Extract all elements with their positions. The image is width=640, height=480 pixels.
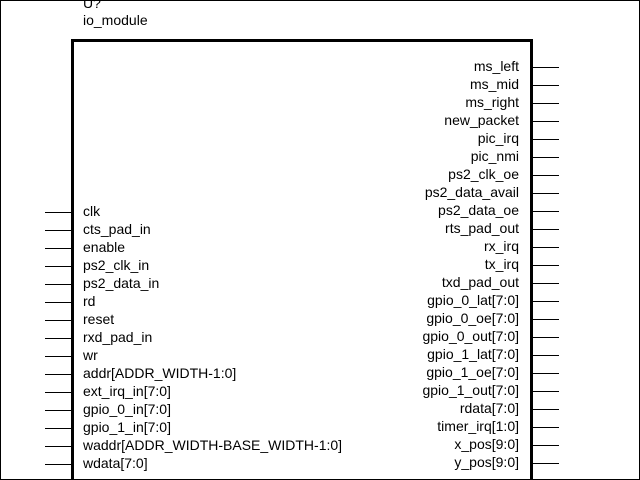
output-pin-line[interactable]: [533, 319, 559, 320]
output-pin-label: ms_right: [465, 94, 519, 110]
output-pin-label: pic_irq: [477, 130, 519, 146]
output-pin-label: new_packet: [444, 112, 519, 128]
input-pin-line[interactable]: [45, 284, 71, 285]
input-pin-line[interactable]: [45, 248, 71, 249]
output-pin-line[interactable]: [533, 391, 559, 392]
input-pin-label: gpio_1_in[7:0]: [83, 419, 171, 435]
output-pin-label: tx_irq: [484, 256, 519, 272]
input-pin-label: ps2_data_in: [83, 275, 160, 291]
output-pin-label: ps2_data_oe: [438, 202, 519, 218]
output-pin-line[interactable]: [533, 67, 559, 68]
input-pin-line[interactable]: [45, 230, 71, 231]
output-pin-line[interactable]: [533, 373, 559, 374]
output-pin-line[interactable]: [533, 175, 559, 176]
output-pin-label: timer_irq[1:0]: [437, 418, 519, 434]
input-pin-label: cts_pad_in: [83, 221, 151, 237]
output-pin-line[interactable]: [533, 283, 559, 284]
output-pin-line[interactable]: [533, 355, 559, 356]
output-pin-line[interactable]: [533, 427, 559, 428]
output-pin-line[interactable]: [533, 103, 559, 104]
input-pin-line[interactable]: [45, 212, 71, 213]
input-pin-label: gpio_0_in[7:0]: [83, 401, 171, 417]
output-pin-line[interactable]: [533, 409, 559, 410]
output-pin-label: rdata[7:0]: [459, 400, 519, 416]
output-pin-label: pic_nmi: [470, 148, 519, 164]
input-pin-label: ps2_clk_in: [83, 257, 150, 273]
output-pin-label: rts_pad_out: [445, 220, 519, 236]
output-pin-label: txd_pad_out: [441, 274, 519, 290]
input-pin-label: wdata[7:0]: [83, 455, 148, 471]
input-pin-line[interactable]: [45, 392, 71, 393]
input-pin-line[interactable]: [45, 410, 71, 411]
output-pin-line[interactable]: [533, 301, 559, 302]
input-pin-line[interactable]: [45, 464, 71, 465]
output-pin-label: y_pos[9:0]: [454, 454, 519, 470]
output-pin-line[interactable]: [533, 121, 559, 122]
input-pin-line[interactable]: [45, 428, 71, 429]
output-pin-line[interactable]: [533, 139, 559, 140]
reference-designator: U?: [83, 0, 101, 11]
input-pin-line[interactable]: [45, 338, 71, 339]
output-pin-label: gpio_0_lat[7:0]: [427, 292, 519, 308]
input-pin-line[interactable]: [45, 266, 71, 267]
input-pin-line[interactable]: [45, 302, 71, 303]
output-pin-line[interactable]: [533, 265, 559, 266]
output-pin-label: gpio_1_oe[7:0]: [426, 364, 519, 380]
output-pin-label: ms_left: [473, 58, 519, 74]
input-pin-label: rxd_pad_in: [83, 329, 153, 345]
output-pin-line[interactable]: [533, 337, 559, 338]
input-pin-label: addr[ADDR_WIDTH-1:0]: [83, 365, 237, 381]
output-pin-line[interactable]: [533, 193, 559, 194]
output-pin-line[interactable]: [533, 157, 559, 158]
input-pin-label: waddr[ADDR_WIDTH-BASE_WIDTH-1:0]: [83, 437, 343, 453]
input-pin-label: wr: [83, 347, 98, 363]
input-pin-line[interactable]: [45, 374, 71, 375]
output-pin-line[interactable]: [533, 463, 559, 464]
output-pin-label: gpio_1_out[7:0]: [422, 382, 519, 398]
module-name: io_module: [83, 12, 148, 28]
output-pin-line[interactable]: [533, 247, 559, 248]
output-pin-label: ps2_data_avail: [424, 184, 519, 200]
output-pin-line[interactable]: [533, 211, 559, 212]
input-pin-label: ext_irq_in[7:0]: [83, 383, 171, 399]
output-pin-line[interactable]: [533, 85, 559, 86]
output-pin-label: x_pos[9:0]: [454, 436, 519, 452]
input-pin-line[interactable]: [45, 320, 71, 321]
input-pin-label: enable: [83, 239, 126, 255]
output-pin-label: gpio_1_lat[7:0]: [427, 346, 519, 362]
input-pin-label: clk: [83, 203, 101, 219]
input-pin-label: reset: [83, 311, 115, 327]
output-pin-label: gpio_0_out[7:0]: [422, 328, 519, 344]
output-pin-label: ms_mid: [469, 76, 519, 92]
input-pin-label: rd: [83, 293, 96, 309]
output-pin-label: rx_irq: [483, 238, 519, 254]
module-block[interactable]: [71, 39, 533, 479]
output-pin-line[interactable]: [533, 445, 559, 446]
output-pin-line[interactable]: [533, 229, 559, 230]
output-pin-label: ps2_clk_oe: [448, 166, 519, 182]
input-pin-line[interactable]: [45, 356, 71, 357]
input-pin-line[interactable]: [45, 446, 71, 447]
output-pin-label: gpio_0_oe[7:0]: [426, 310, 519, 326]
